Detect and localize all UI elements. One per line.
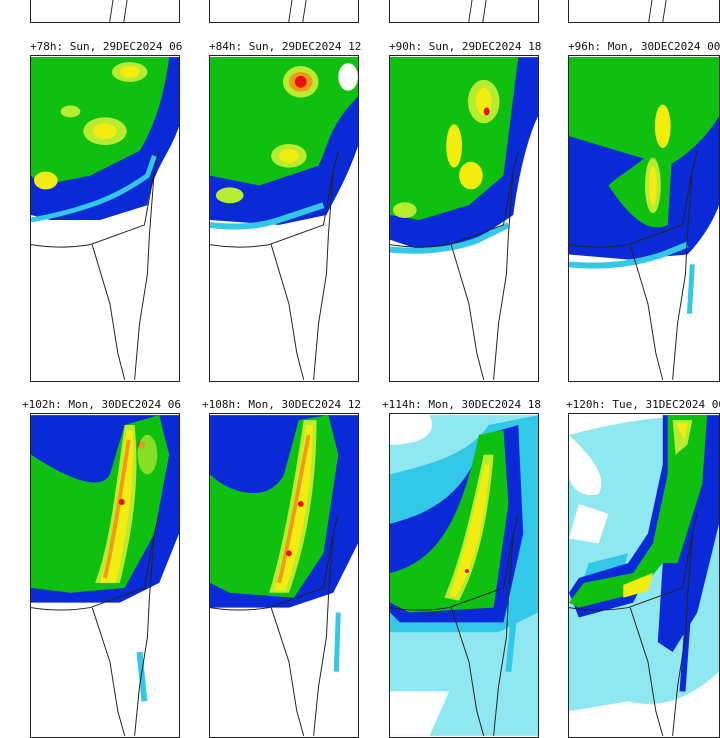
map-panel-78h: [30, 55, 180, 382]
map-panel-top-3: [389, 0, 539, 23]
map-panel-102h: [30, 413, 180, 738]
panel-label-108h: +108h: Mon, 30DEC2024 12Z: [202, 398, 362, 411]
panel-label-78h: +78h: Sun, 29DEC2024 06Z: [30, 40, 182, 53]
panel-label-102h: +102h: Mon, 30DEC2024 06Z: [22, 398, 182, 411]
panel-label-90h: +90h: Sun, 29DEC2024 18Z: [389, 40, 541, 53]
map-panel-90h: [389, 55, 539, 382]
panel-label-96h: +96h: Mon, 30DEC2024 00Z: [568, 40, 720, 53]
map-panel-108h: [209, 413, 359, 738]
panel-label-114h: +114h: Mon, 30DEC2024 18Z: [382, 398, 542, 411]
map-panel-120h: [568, 413, 720, 738]
map-panel-114h: [389, 413, 539, 738]
panel-label-120h: +120h: Tue, 31DEC2024 00Z: [566, 398, 720, 411]
map-panel-96h: [568, 55, 720, 382]
map-panel-top-2: [209, 0, 359, 23]
panel-label-84h: +84h: Sun, 29DEC2024 12Z: [209, 40, 361, 53]
map-panel-top-1: [30, 0, 180, 23]
map-panel-top-4: [568, 0, 720, 23]
map-panel-84h: [209, 55, 359, 382]
